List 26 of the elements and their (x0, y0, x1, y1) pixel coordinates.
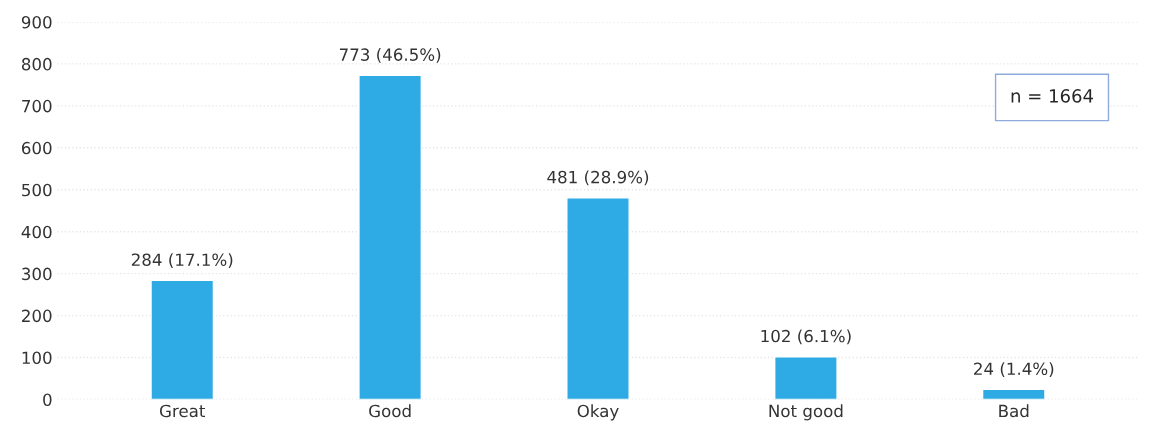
x-tick-label: Good (369, 404, 411, 418)
y-tick-label: 100 (22, 351, 52, 365)
y-tick-label: 800 (21, 57, 52, 71)
x-tick-label: Great (159, 404, 206, 418)
x-tick-label: Okay (577, 404, 619, 421)
bar (150, 279, 215, 400)
annotation: n = 1664 (1011, 89, 1094, 103)
data-label: 24 (1.4%) (974, 362, 1054, 378)
y-tick-label: 0 (43, 393, 52, 407)
data-label: 102 (6.1%) (761, 329, 851, 345)
y-tick-label: 400 (21, 225, 52, 239)
y-tick-label: 500 (22, 183, 52, 197)
data-label: 773 (46.5%) (339, 48, 441, 63)
data-label: 481 (28.9%) (547, 170, 649, 186)
bar (774, 356, 838, 400)
y-tick-label: 900 (21, 15, 52, 29)
y-tick-label: 600 (21, 141, 52, 155)
bar (981, 388, 1046, 400)
y-tick-label: 700 (22, 99, 52, 113)
y-tick-label: 200 (22, 309, 52, 323)
y-tick-label: 300 (22, 267, 52, 281)
bar (566, 197, 630, 400)
data-label: 284 (17.1%) (131, 253, 233, 268)
x-tick-label: Bad (999, 404, 1029, 418)
x-tick-label: Not good (769, 404, 843, 421)
bar (358, 74, 422, 400)
